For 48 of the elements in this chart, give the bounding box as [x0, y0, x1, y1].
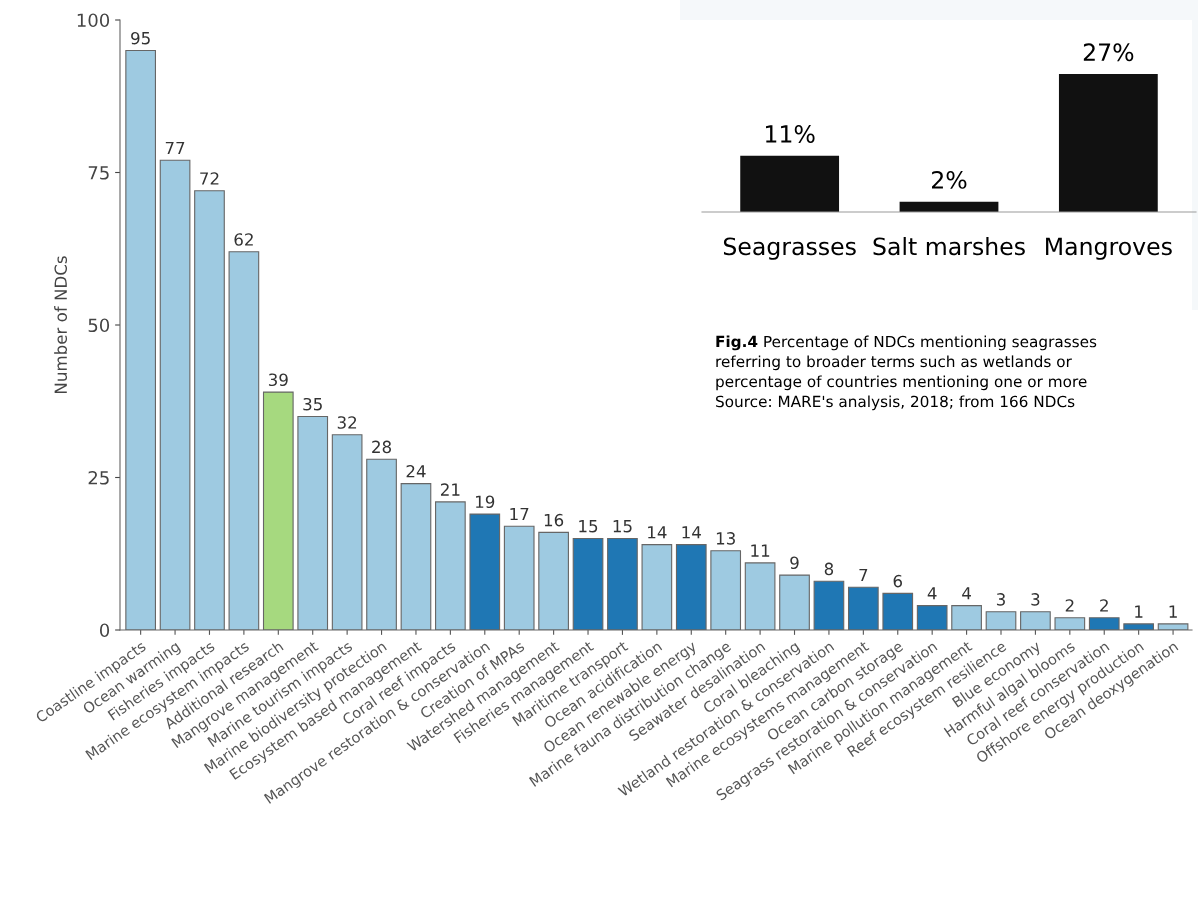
data-label: 1 — [1135, 605, 1143, 618]
y-axis-title: Number of NDCs — [54, 256, 68, 393]
x-tick-label: Mangroves — [1046, 237, 1172, 260]
data-label: 13 — [716, 532, 735, 545]
annotation: Percentage of NDCs mentioning seagrasses — [764, 335, 1097, 351]
data-label: 7 — [859, 568, 868, 582]
data-label: 3 — [1031, 593, 1040, 606]
data-label: 77 — [165, 141, 185, 155]
data-label: 2% — [932, 171, 967, 189]
data-label: 62 — [234, 233, 253, 246]
data-label: 24 — [406, 464, 426, 478]
annotation: Fig.4 — [716, 335, 758, 351]
annotation: percentage of countries mentioning one or more — [716, 375, 1087, 391]
data-label: 14 — [682, 526, 701, 539]
data-label: 1 — [1169, 605, 1177, 618]
data-label: 3 — [996, 593, 1005, 606]
data-label: 9 — [790, 556, 799, 570]
data-label: 39 — [268, 373, 288, 387]
data-label: 6 — [893, 574, 903, 588]
annotation: Source: MARE's analysis, 2018; from 166 NDCs — [716, 395, 1075, 411]
data-label: 72 — [200, 172, 219, 185]
data-label: 4 — [927, 587, 937, 600]
data-label: 2 — [1065, 599, 1074, 612]
data-label: 11% — [766, 125, 815, 143]
data-label: 16 — [544, 513, 564, 527]
x-tick-label: Salt marshes — [873, 237, 1025, 256]
y-tick-label: 75 — [88, 166, 109, 180]
y-tick-label: 0 — [99, 623, 110, 638]
data-label: 15 — [613, 520, 632, 533]
data-label: 35 — [303, 397, 322, 411]
y-tick-label: 50 — [88, 318, 110, 333]
data-label: 19 — [476, 495, 495, 509]
data-label: 28 — [372, 440, 392, 454]
data-label: 2 — [1100, 599, 1108, 612]
data-label: 17 — [510, 507, 529, 521]
data-label: 11 — [751, 544, 770, 557]
data-label: 21 — [440, 483, 460, 496]
data-label: 8 — [824, 562, 834, 576]
data-label: 14 — [648, 526, 667, 539]
data-label: 95 — [131, 31, 150, 45]
x-tick-label: Seagrasses — [723, 237, 856, 260]
data-label: 15 — [579, 520, 598, 533]
data-label: 32 — [337, 416, 357, 429]
data-label: 27% — [1083, 43, 1134, 62]
annotation: referring to broader terms such as wetlands or — [716, 355, 1072, 371]
data-label: 4 — [962, 587, 971, 600]
y-tick-label: 25 — [88, 470, 109, 485]
y-tick-label: 100 — [77, 13, 110, 28]
